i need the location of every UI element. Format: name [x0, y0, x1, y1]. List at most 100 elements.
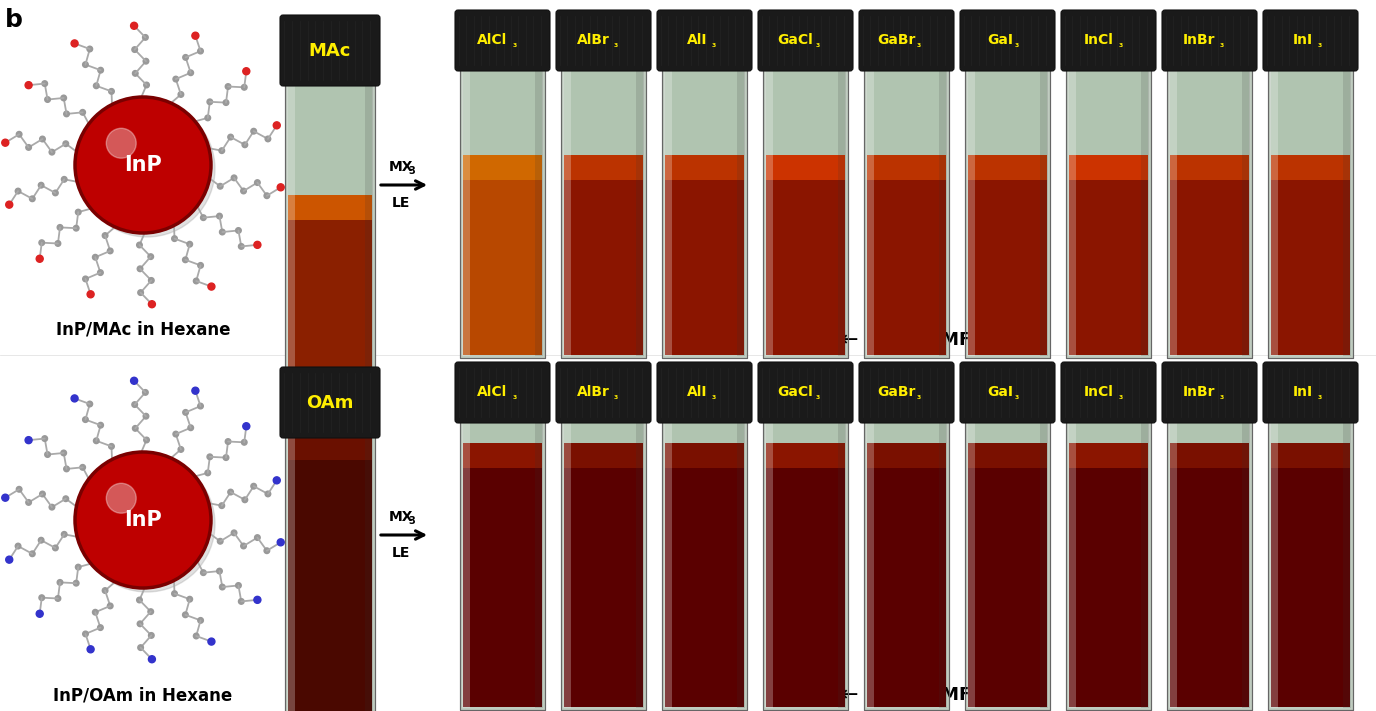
Text: ₃: ₃ — [614, 39, 618, 49]
Circle shape — [39, 183, 44, 188]
Text: ←: ← — [841, 330, 859, 350]
Circle shape — [143, 437, 150, 443]
Text: GaBr: GaBr — [878, 385, 915, 400]
Text: ₃: ₃ — [815, 391, 820, 401]
Circle shape — [132, 70, 138, 76]
Circle shape — [88, 646, 94, 652]
Circle shape — [266, 136, 271, 141]
Text: 3: 3 — [409, 516, 416, 526]
Polygon shape — [462, 70, 471, 356]
Polygon shape — [1170, 70, 1176, 356]
Polygon shape — [1170, 443, 1249, 469]
Polygon shape — [665, 443, 744, 469]
FancyBboxPatch shape — [1061, 10, 1156, 71]
Polygon shape — [738, 70, 744, 356]
Circle shape — [50, 149, 55, 155]
Polygon shape — [1040, 422, 1049, 708]
Polygon shape — [867, 422, 947, 443]
Circle shape — [63, 466, 69, 471]
Polygon shape — [288, 195, 372, 375]
Circle shape — [98, 269, 103, 275]
Polygon shape — [967, 155, 1047, 355]
Polygon shape — [1068, 422, 1076, 708]
FancyBboxPatch shape — [859, 10, 954, 71]
FancyBboxPatch shape — [455, 10, 550, 71]
Circle shape — [183, 257, 189, 262]
Text: 3: 3 — [901, 693, 910, 707]
Polygon shape — [864, 420, 949, 710]
Circle shape — [87, 464, 191, 567]
Circle shape — [149, 656, 154, 662]
Circle shape — [149, 301, 155, 308]
Polygon shape — [766, 155, 845, 180]
Circle shape — [274, 477, 281, 484]
Circle shape — [244, 68, 249, 74]
Circle shape — [87, 646, 94, 653]
Circle shape — [15, 188, 21, 194]
Polygon shape — [1343, 422, 1351, 708]
Text: ₃: ₃ — [512, 39, 516, 49]
Circle shape — [94, 438, 99, 444]
Text: ₃: ₃ — [1317, 39, 1322, 49]
FancyBboxPatch shape — [656, 362, 753, 423]
Polygon shape — [1170, 155, 1249, 355]
Polygon shape — [867, 443, 947, 707]
Text: GaI: GaI — [987, 385, 1013, 400]
Circle shape — [183, 410, 189, 415]
Polygon shape — [564, 443, 643, 469]
Circle shape — [109, 444, 114, 449]
Circle shape — [78, 101, 215, 237]
Circle shape — [223, 455, 228, 461]
Circle shape — [223, 100, 228, 105]
Polygon shape — [460, 68, 545, 358]
Circle shape — [26, 437, 32, 443]
Polygon shape — [665, 422, 671, 708]
Circle shape — [241, 543, 246, 549]
Circle shape — [255, 597, 260, 603]
FancyBboxPatch shape — [1161, 362, 1258, 423]
Circle shape — [241, 439, 248, 445]
Polygon shape — [1069, 155, 1148, 355]
Circle shape — [187, 597, 193, 602]
Circle shape — [3, 140, 8, 146]
Circle shape — [73, 580, 78, 586]
Polygon shape — [665, 155, 744, 355]
Text: 3: 3 — [409, 166, 416, 176]
Polygon shape — [866, 70, 874, 356]
FancyBboxPatch shape — [758, 362, 853, 423]
Polygon shape — [1069, 443, 1148, 469]
Polygon shape — [867, 155, 947, 355]
Polygon shape — [965, 420, 1050, 710]
Circle shape — [26, 500, 32, 506]
Circle shape — [138, 621, 143, 626]
Polygon shape — [288, 437, 294, 711]
Polygon shape — [462, 70, 542, 155]
Circle shape — [277, 184, 285, 191]
Polygon shape — [636, 422, 644, 708]
Polygon shape — [665, 70, 744, 155]
Circle shape — [94, 83, 99, 89]
Polygon shape — [1141, 422, 1149, 708]
Text: ₃: ₃ — [916, 39, 921, 49]
Polygon shape — [1170, 443, 1249, 707]
Circle shape — [25, 82, 32, 89]
Polygon shape — [1069, 70, 1148, 155]
Circle shape — [45, 451, 51, 457]
Polygon shape — [1167, 420, 1252, 710]
FancyBboxPatch shape — [455, 362, 550, 423]
Circle shape — [198, 403, 204, 409]
Circle shape — [87, 401, 92, 407]
Polygon shape — [462, 443, 542, 469]
Circle shape — [217, 183, 223, 189]
Circle shape — [88, 292, 94, 297]
Text: LE: LE — [392, 546, 410, 560]
Polygon shape — [285, 83, 376, 378]
Circle shape — [7, 202, 12, 208]
Circle shape — [52, 190, 58, 196]
Circle shape — [143, 390, 149, 395]
Circle shape — [208, 638, 215, 645]
Circle shape — [76, 452, 211, 588]
Circle shape — [219, 148, 224, 154]
Circle shape — [37, 611, 43, 616]
Circle shape — [193, 388, 198, 393]
